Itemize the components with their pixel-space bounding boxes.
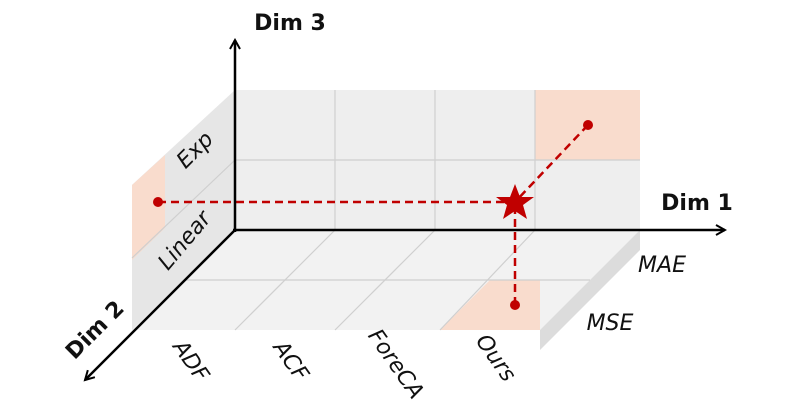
axis-label: Dim 1 (661, 191, 733, 216)
dim2-label: MSE (587, 311, 634, 336)
point (510, 300, 520, 310)
floor-edge (540, 230, 640, 350)
connector (158, 124, 589, 305)
highlight (440, 280, 540, 330)
dim2-label: MAE (638, 253, 686, 278)
axis-label: Dim 2 (61, 296, 129, 364)
grid (131, 90, 640, 331)
left-wall (132, 90, 235, 330)
axis-label: Dim 3 (254, 11, 326, 36)
point (153, 197, 163, 207)
point (583, 120, 593, 130)
axes (85, 40, 725, 380)
star (496, 184, 534, 219)
